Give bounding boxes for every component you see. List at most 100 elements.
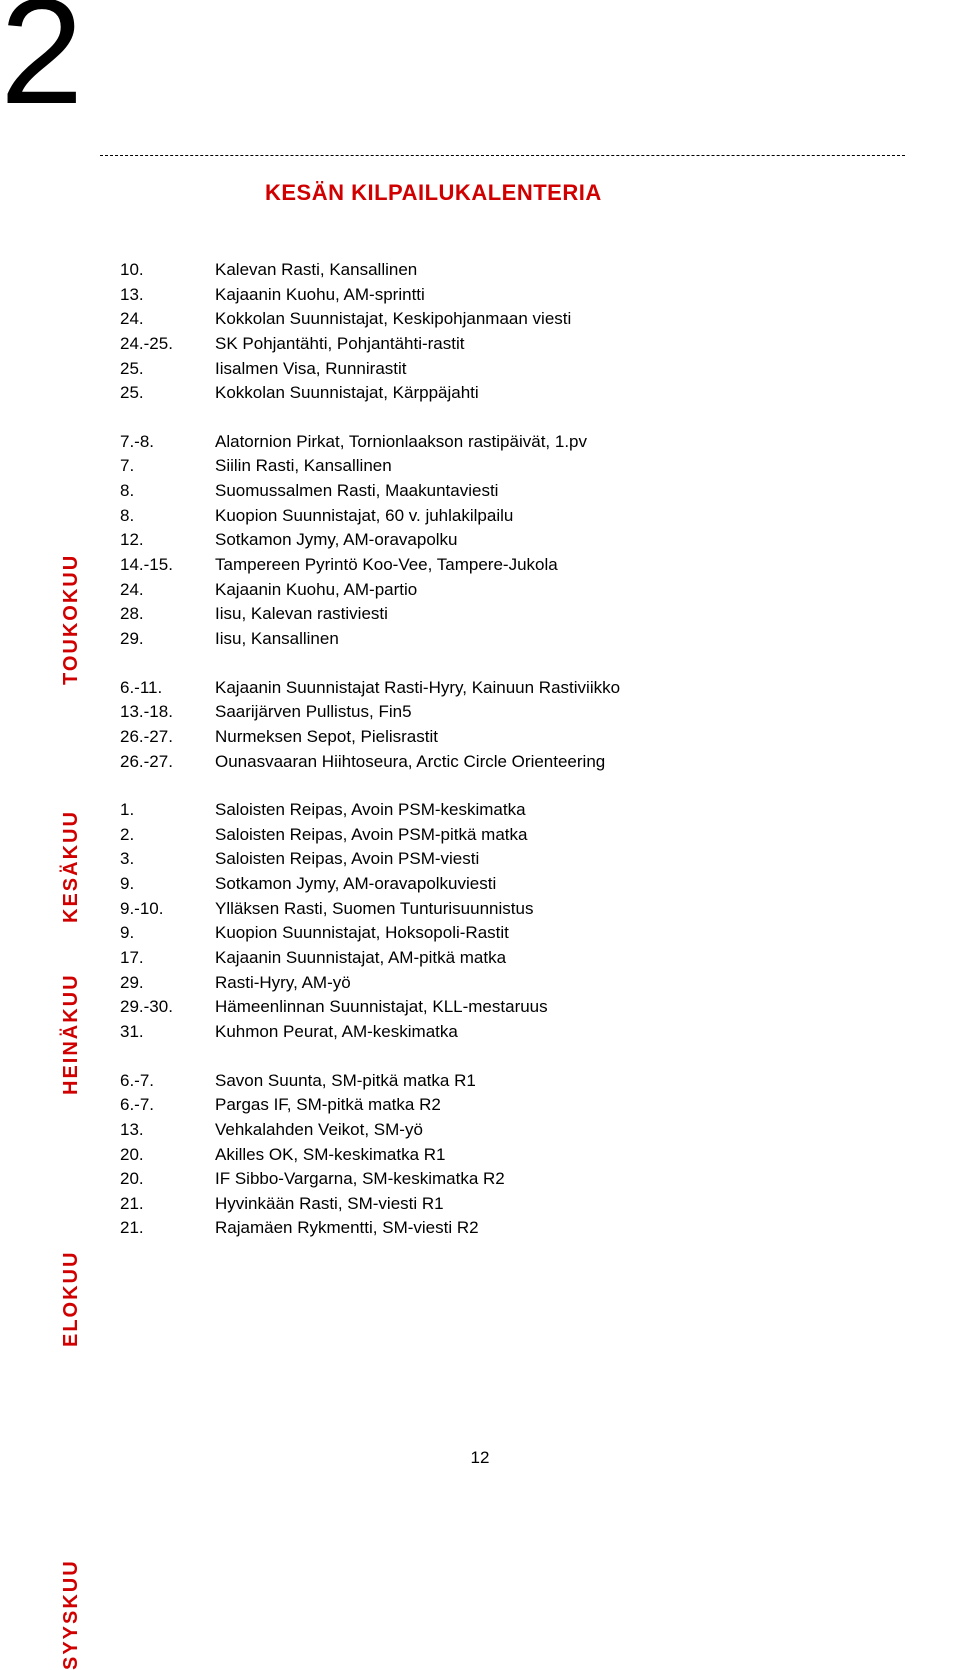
event-date: 10. <box>120 258 215 283</box>
month-label: KESÄKUU <box>60 810 83 923</box>
calendar-row: 29.Iisu, Kansallinen <box>120 627 920 652</box>
calendar-row: 9.Sotkamon Jymy, AM-oravapolkuviesti <box>120 872 920 897</box>
event-date: 26.-27. <box>120 750 215 775</box>
calendar-row: 25.Iisalmen Visa, Runnirastit <box>120 357 920 382</box>
event-name: Kokkolan Suunnistajat, Kärppäjahti <box>215 381 920 406</box>
calendar-block: 10.Kalevan Rasti, Kansallinen13.Kajaanin… <box>120 258 920 406</box>
calendar-row: 8.Suomussalmen Rasti, Maakuntaviesti <box>120 479 920 504</box>
page-section-number: 2 <box>0 0 78 138</box>
event-name: Savon Suunta, SM-pitkä matka R1 <box>215 1069 920 1094</box>
calendar-row: 31.Kuhmon Peurat, AM-keskimatka <box>120 1020 920 1045</box>
event-date: 20. <box>120 1167 215 1192</box>
calendar-row: 28.Iisu, Kalevan rastiviesti <box>120 602 920 627</box>
event-date: 2. <box>120 823 215 848</box>
event-name: Kajaanin Suunnistajat Rasti-Hyry, Kainuu… <box>215 676 920 701</box>
calendar-row: 20.Akilles OK, SM-keskimatka R1 <box>120 1143 920 1168</box>
event-name: Rasti-Hyry, AM-yö <box>215 971 920 996</box>
event-date: 7. <box>120 454 215 479</box>
event-date: 9.-10. <box>120 897 215 922</box>
page-title: KESÄN KILPAILUKALENTERIA <box>265 180 602 206</box>
event-date: 26.-27. <box>120 725 215 750</box>
event-date: 24.-25. <box>120 332 215 357</box>
event-date: 13. <box>120 1118 215 1143</box>
calendar-block: 6.-7.Savon Suunta, SM-pitkä matka R16.-7… <box>120 1069 920 1241</box>
event-name: Kokkolan Suunnistajat, Keskipohjanmaan v… <box>215 307 920 332</box>
calendar-row: 10.Kalevan Rasti, Kansallinen <box>120 258 920 283</box>
event-name: Kalevan Rasti, Kansallinen <box>215 258 920 283</box>
event-name: Hämeenlinnan Suunnistajat, KLL-mestaruus <box>215 995 920 1020</box>
month-label: SYYSKUU <box>60 1559 83 1670</box>
event-name: Kuopion Suunnistajat, 60 v. juhlakilpail… <box>215 504 920 529</box>
calendar-row: 1.Saloisten Reipas, Avoin PSM-keskimatka <box>120 798 920 823</box>
event-date: 8. <box>120 504 215 529</box>
event-date: 31. <box>120 1020 215 1045</box>
event-name: Saarijärven Pullistus, Fin5 <box>215 700 920 725</box>
event-name: Saloisten Reipas, Avoin PSM-pitkä matka <box>215 823 920 848</box>
event-date: 24. <box>120 578 215 603</box>
event-name: IF Sibbo-Vargarna, SM-keskimatka R2 <box>215 1167 920 1192</box>
event-date: 20. <box>120 1143 215 1168</box>
event-date: 29. <box>120 971 215 996</box>
calendar-row: 24.Kokkolan Suunnistajat, Keskipohjanmaa… <box>120 307 920 332</box>
month-label: ELOKUU <box>60 1251 83 1347</box>
calendar-row: 13.-18.Saarijärven Pullistus, Fin5 <box>120 700 920 725</box>
event-name: Siilin Rasti, Kansallinen <box>215 454 920 479</box>
month-label: TOUKOKUU <box>60 554 83 685</box>
calendar-row: 29.Rasti-Hyry, AM-yö <box>120 971 920 996</box>
event-name: Nurmeksen Sepot, Pielisrastit <box>215 725 920 750</box>
calendar-row: 6.-7.Savon Suunta, SM-pitkä matka R1 <box>120 1069 920 1094</box>
event-name: Kajaanin Suunnistajat, AM-pitkä matka <box>215 946 920 971</box>
calendar-row: 21.Hyvinkään Rasti, SM-viesti R1 <box>120 1192 920 1217</box>
event-name: SK Pohjantähti, Pohjantähti-rastit <box>215 332 920 357</box>
calendar-block: 7.-8.Alatornion Pirkat, Tornionlaakson r… <box>120 430 920 652</box>
calendar-content: 10.Kalevan Rasti, Kansallinen13.Kajaanin… <box>120 258 920 1265</box>
event-name: Iisu, Kalevan rastiviesti <box>215 602 920 627</box>
calendar-row: 26.-27.Nurmeksen Sepot, Pielisrastit <box>120 725 920 750</box>
calendar-row: 13.Vehkalahden Veikot, SM-yö <box>120 1118 920 1143</box>
event-date: 29. <box>120 627 215 652</box>
calendar-row: 26.-27.Ounasvaaran Hiihtoseura, Arctic C… <box>120 750 920 775</box>
calendar-row: 6.-7.Pargas IF, SM-pitkä matka R2 <box>120 1093 920 1118</box>
month-labels-column: TOUKOKUUKESÄKUUHEINÄKUUELOKUUSYYSKUU <box>60 275 90 1415</box>
calendar-row: 9.Kuopion Suunnistajat, Hoksopoli-Rastit <box>120 921 920 946</box>
calendar-row: 24.Kajaanin Kuohu, AM-partio <box>120 578 920 603</box>
calendar-row: 29.-30.Hämeenlinnan Suunnistajat, KLL-me… <box>120 995 920 1020</box>
event-name: Kajaanin Kuohu, AM-sprintti <box>215 283 920 308</box>
event-date: 9. <box>120 921 215 946</box>
event-date: 1. <box>120 798 215 823</box>
event-date: 29.-30. <box>120 995 215 1020</box>
event-name: Ylläksen Rasti, Suomen Tunturisuunnistus <box>215 897 920 922</box>
event-name: Kuhmon Peurat, AM-keskimatka <box>215 1020 920 1045</box>
event-date: 28. <box>120 602 215 627</box>
event-name: Pargas IF, SM-pitkä matka R2 <box>215 1093 920 1118</box>
calendar-row: 3.Saloisten Reipas, Avoin PSM-viesti <box>120 847 920 872</box>
event-date: 6.-11. <box>120 676 215 701</box>
calendar-row: 13.Kajaanin Kuohu, AM-sprintti <box>120 283 920 308</box>
event-name: Alatornion Pirkat, Tornionlaakson rastip… <box>215 430 920 455</box>
calendar-row: 6.-11.Kajaanin Suunnistajat Rasti-Hyry, … <box>120 676 920 701</box>
calendar-row: 8.Kuopion Suunnistajat, 60 v. juhlakilpa… <box>120 504 920 529</box>
calendar-block: 6.-11.Kajaanin Suunnistajat Rasti-Hyry, … <box>120 676 920 775</box>
event-name: Kajaanin Kuohu, AM-partio <box>215 578 920 603</box>
event-name: Sotkamon Jymy, AM-oravapolku <box>215 528 920 553</box>
calendar-row: 14.-15.Tampereen Pyrintö Koo-Vee, Tamper… <box>120 553 920 578</box>
event-name: Iisu, Kansallinen <box>215 627 920 652</box>
calendar-row: 9.-10.Ylläksen Rasti, Suomen Tunturisuun… <box>120 897 920 922</box>
event-date: 17. <box>120 946 215 971</box>
calendar-row: 17.Kajaanin Suunnistajat, AM-pitkä matka <box>120 946 920 971</box>
event-name: Tampereen Pyrintö Koo-Vee, Tampere-Jukol… <box>215 553 920 578</box>
calendar-row: 7.Siilin Rasti, Kansallinen <box>120 454 920 479</box>
calendar-row: 7.-8.Alatornion Pirkat, Tornionlaakson r… <box>120 430 920 455</box>
event-date: 13. <box>120 283 215 308</box>
calendar-row: 20.IF Sibbo-Vargarna, SM-keskimatka R2 <box>120 1167 920 1192</box>
event-name: Rajamäen Rykmentti, SM-viesti R2 <box>215 1216 920 1241</box>
calendar-row: 24.-25.SK Pohjantähti, Pohjantähti-rasti… <box>120 332 920 357</box>
event-date: 21. <box>120 1192 215 1217</box>
calendar-row: 2.Saloisten Reipas, Avoin PSM-pitkä matk… <box>120 823 920 848</box>
event-name: Kuopion Suunnistajat, Hoksopoli-Rastit <box>215 921 920 946</box>
event-name: Saloisten Reipas, Avoin PSM-viesti <box>215 847 920 872</box>
calendar-row: 25.Kokkolan Suunnistajat, Kärppäjahti <box>120 381 920 406</box>
event-name: Sotkamon Jymy, AM-oravapolkuviesti <box>215 872 920 897</box>
event-date: 21. <box>120 1216 215 1241</box>
event-date: 12. <box>120 528 215 553</box>
